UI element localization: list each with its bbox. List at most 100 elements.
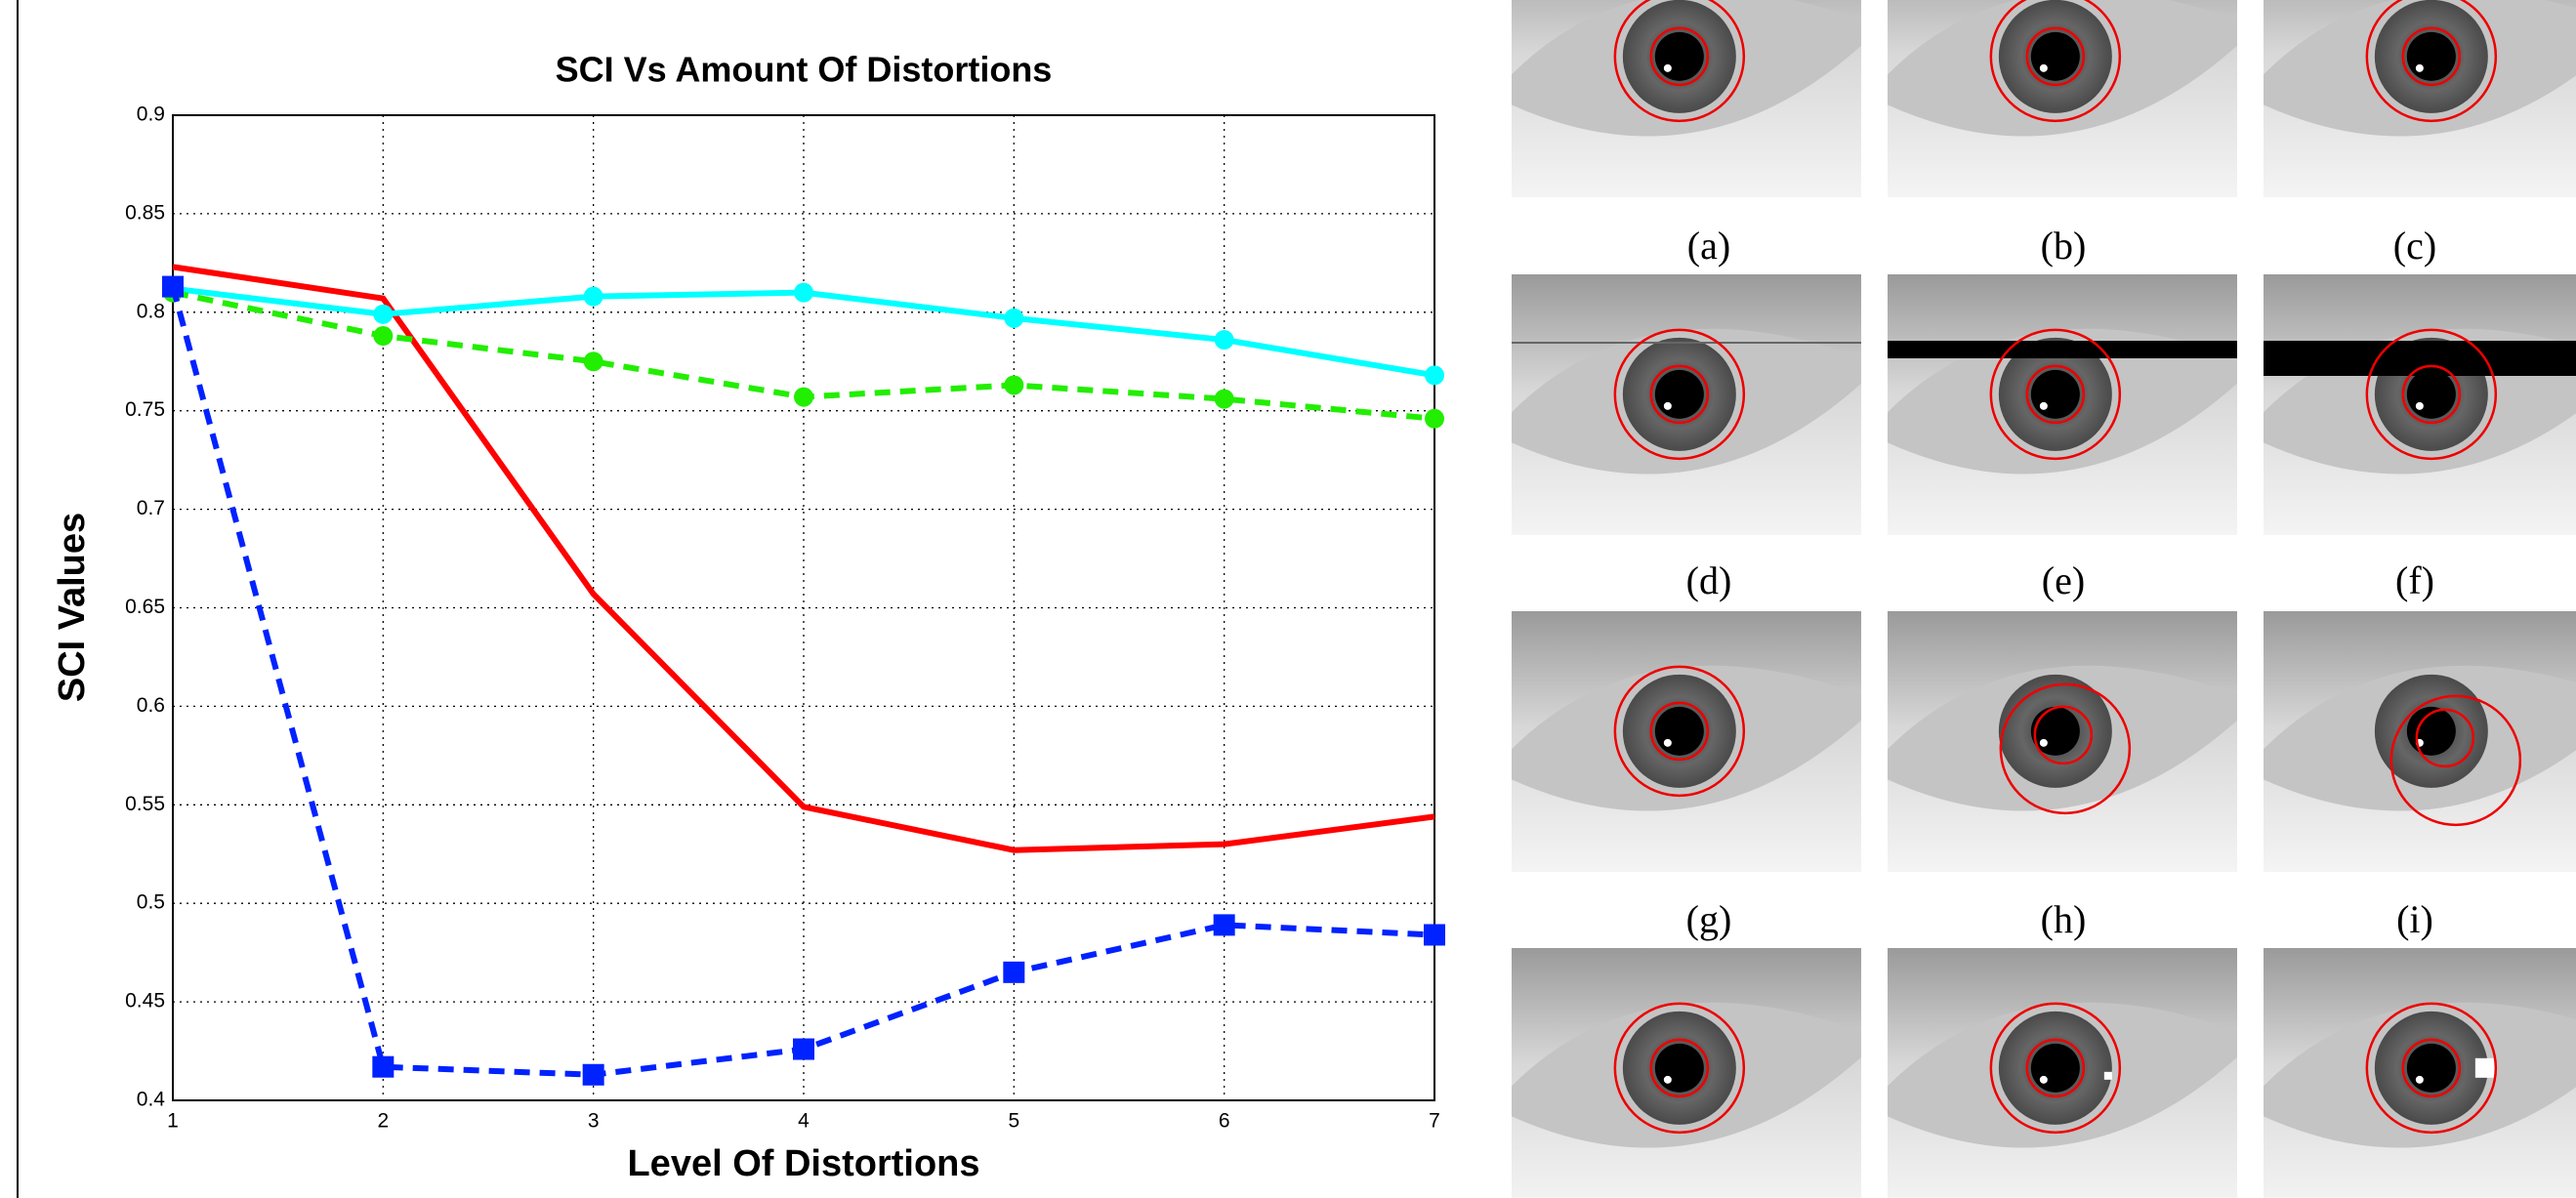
eye-image	[2244, 948, 2576, 1198]
glint	[1664, 739, 1672, 747]
eye-image	[2244, 611, 2576, 872]
pupil	[1655, 370, 1704, 419]
pupil	[2407, 370, 2456, 419]
glint	[2416, 402, 2424, 410]
glint	[2040, 402, 2048, 410]
eye-image	[2244, 274, 2576, 535]
spot	[2475, 1058, 2495, 1078]
x-tick-label: 2	[377, 1110, 389, 1133]
y-tick-label: 0.85	[125, 201, 165, 224]
marker	[793, 1039, 814, 1060]
figure: SCI Vs Amount Of Distortions Level Of Di…	[0, 0, 2576, 1198]
panel-caption: (e)	[2042, 558, 2085, 602]
eye-image	[1492, 274, 1881, 535]
eye-image	[1492, 0, 1881, 197]
y-tick-label: 0.45	[125, 990, 165, 1012]
eye-content	[1492, 948, 1881, 1198]
y-tick-label: 0.9	[137, 103, 165, 126]
panel-caption: (h)	[2041, 897, 2087, 941]
panel-caption: (f)	[2395, 558, 2434, 602]
eye-image	[1868, 948, 2257, 1198]
pupil	[2031, 1044, 2080, 1093]
plot-area: 0.4 0.45 0.5 0.55 0.6 0.65 0.7 0.75 0.8 0.85 0.9 1 2…	[125, 103, 1445, 1133]
eye-image	[1492, 948, 1881, 1198]
eye-image	[1868, 611, 2257, 872]
marker	[373, 305, 393, 324]
marker	[1424, 924, 1445, 945]
pupil	[2031, 370, 2080, 419]
y-axis-label: SCI Values	[52, 513, 93, 702]
panel-caption: (b)	[2041, 224, 2087, 268]
pupil	[2407, 32, 2456, 81]
eye-image	[1492, 611, 1881, 872]
glint	[1664, 64, 1672, 72]
panel-caption: (c)	[2393, 224, 2436, 268]
marker	[1214, 914, 1235, 935]
eye-image	[2244, 0, 2576, 197]
eye-content	[1492, 0, 1881, 197]
y-tick-label: 0.55	[125, 793, 165, 815]
y-tick-label: 0.7	[137, 497, 165, 519]
glint	[2416, 64, 2424, 72]
eye-content	[1868, 611, 2257, 872]
eye-content	[2244, 0, 2576, 197]
marker	[1215, 390, 1234, 409]
eye-content	[2244, 611, 2576, 872]
pupil	[2407, 1044, 2456, 1093]
chart-title: SCI Vs Amount Of Distortions	[556, 50, 1053, 90]
glint	[1664, 402, 1672, 410]
x-tick-label: 1	[167, 1110, 179, 1133]
glint	[2416, 1076, 2424, 1084]
marker	[373, 326, 393, 346]
y-tick-label: 0.75	[125, 398, 165, 421]
x-tick-label: 3	[588, 1110, 600, 1133]
glint	[2040, 739, 2048, 747]
x-axis-label: Level Of Distortions	[627, 1143, 979, 1184]
pupil	[1655, 707, 1704, 756]
glint	[2040, 1076, 2048, 1084]
marker	[1004, 375, 1023, 394]
eye-content	[1492, 611, 1881, 872]
marker	[1425, 409, 1444, 429]
marker	[583, 1064, 604, 1086]
marker	[1425, 365, 1444, 385]
eye-content	[1868, 274, 2257, 535]
y-tick-label: 0.6	[137, 694, 165, 717]
eye-content	[1868, 0, 2257, 197]
x-tick-label: 7	[1429, 1110, 1440, 1133]
occlusion	[2264, 341, 2576, 376]
y-tick-label: 0.4	[137, 1089, 166, 1111]
pupil	[1655, 32, 1704, 81]
marker	[1215, 330, 1234, 350]
eye-content	[1492, 274, 1881, 535]
eye-content	[1868, 948, 2257, 1198]
panel-caption: (i)	[2396, 897, 2433, 941]
eye-content	[2244, 274, 2576, 535]
panel-caption: (d)	[1686, 558, 1732, 602]
eye-image	[1868, 274, 2257, 535]
marker	[1003, 962, 1024, 983]
pupil	[2031, 32, 2080, 81]
eye-content	[2244, 948, 2576, 1198]
x-tick-label: 5	[1008, 1110, 1019, 1133]
panel-caption: (a)	[1687, 224, 1730, 268]
marker	[584, 351, 603, 371]
glint	[2040, 64, 2048, 72]
y-tick-label: 0.5	[137, 891, 165, 914]
marker	[794, 283, 813, 303]
y-tick-label: 0.65	[125, 596, 165, 618]
eye-image	[1868, 0, 2257, 197]
marker	[1004, 309, 1023, 328]
y-tick-label: 0.8	[137, 300, 165, 322]
marker	[584, 287, 603, 307]
spot	[2104, 1072, 2112, 1080]
x-tick-label: 6	[1219, 1110, 1230, 1133]
image-panels: (a) (b) (c) (d) (e) (f) (g) (h) (i)	[1492, 0, 2576, 1198]
marker	[162, 276, 184, 298]
occlusion	[1888, 341, 2237, 358]
pupil	[1655, 1044, 1704, 1093]
marker	[794, 388, 813, 407]
panel-caption: (g)	[1686, 897, 1732, 941]
marker	[372, 1056, 394, 1078]
x-tick-label: 4	[798, 1110, 810, 1133]
